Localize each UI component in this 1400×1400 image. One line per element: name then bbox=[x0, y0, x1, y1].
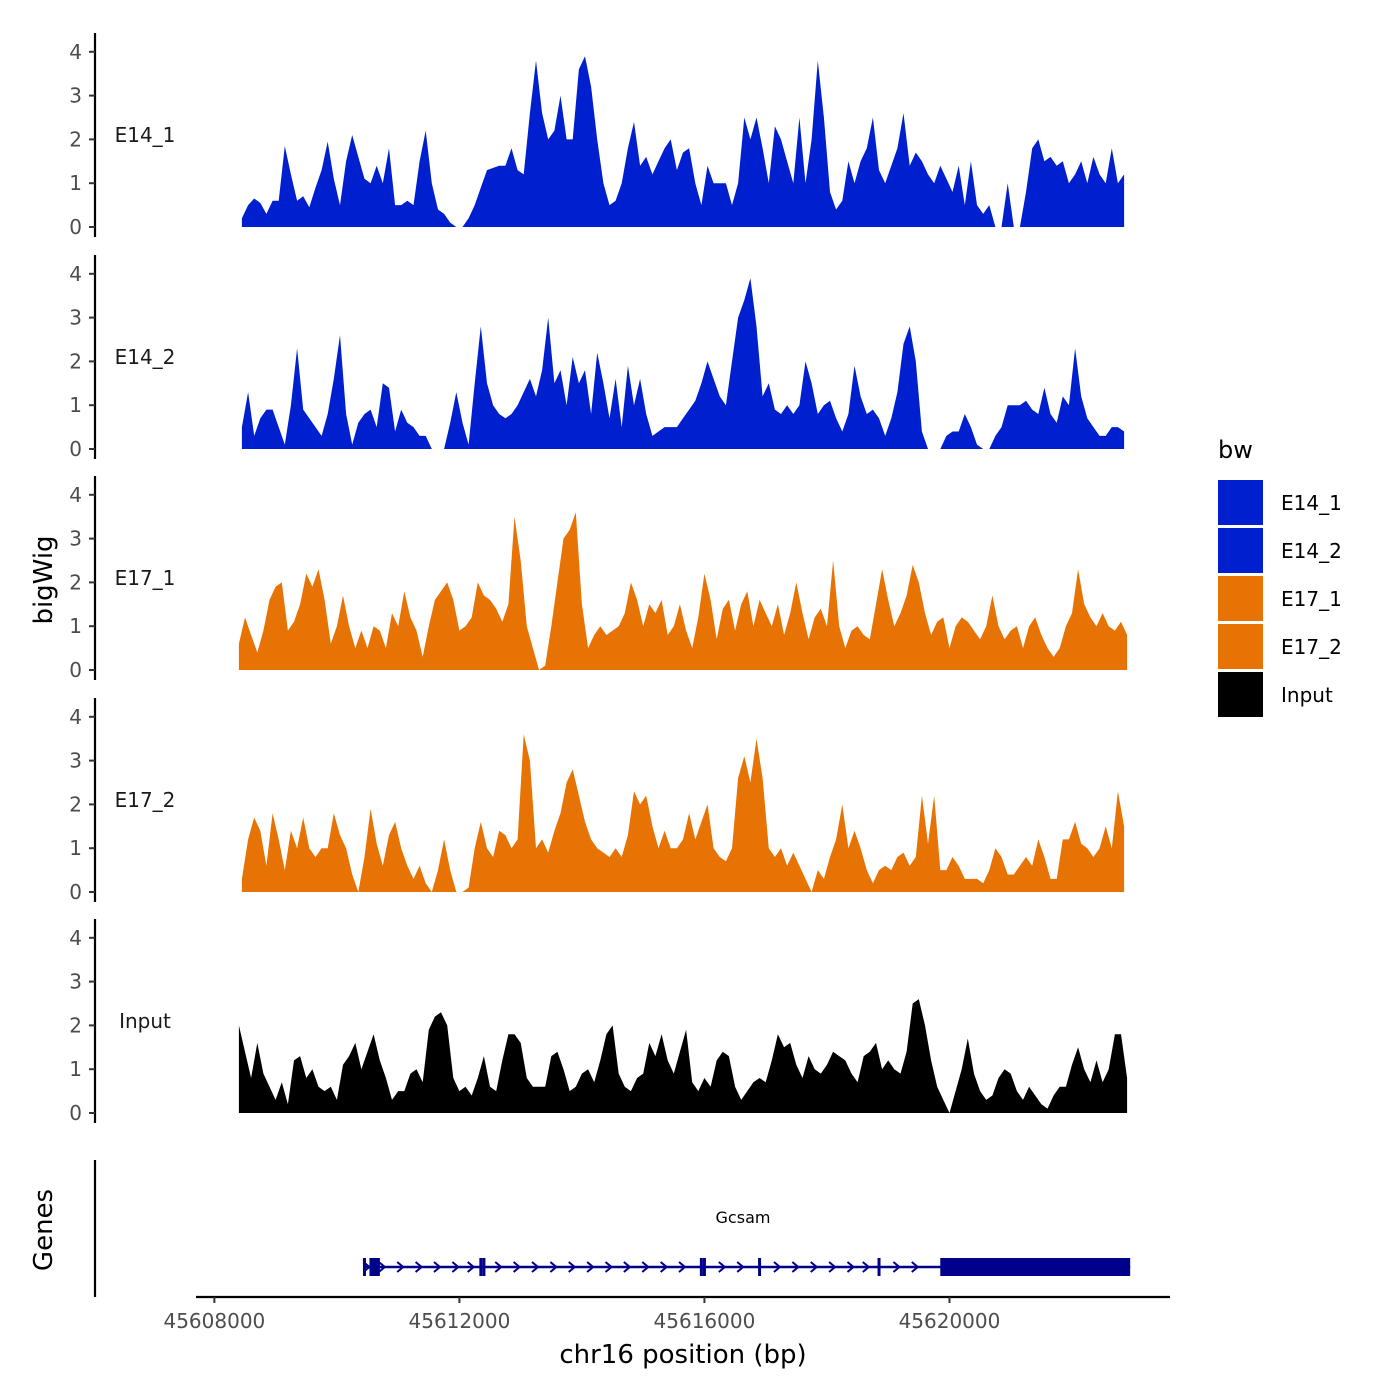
y-tick-label: 1 bbox=[69, 614, 82, 638]
y-axis-title: bigWig bbox=[29, 535, 59, 624]
signal-area-E17_2 bbox=[241, 734, 1125, 892]
y-tick-label: 4 bbox=[69, 483, 82, 507]
legend-label: E17_1 bbox=[1281, 587, 1342, 611]
gene-name-label: Gcsam bbox=[716, 1208, 771, 1227]
y-tick-label: 1 bbox=[69, 393, 82, 417]
y-tick-label: 3 bbox=[69, 306, 82, 330]
legend-swatch-Input bbox=[1218, 672, 1263, 717]
strand-arrow bbox=[549, 1261, 558, 1273]
strand-arrow bbox=[568, 1261, 577, 1273]
signal-area-E14_2 bbox=[241, 278, 1125, 449]
y-tick-label: 0 bbox=[69, 215, 82, 239]
track-label: E17_1 bbox=[115, 566, 176, 590]
strand-arrow bbox=[892, 1261, 901, 1273]
signal-tracks: 0 1 2 3 4 E14_1 0 1 2 3 4 E14_2 0 1 2 3 4 E17_1 0 1 2 3 4 E17_2… bbox=[69, 33, 1128, 1125]
track-label: E17_2 bbox=[115, 788, 176, 812]
strand-arrow bbox=[773, 1261, 782, 1273]
y-tick-label: 4 bbox=[69, 40, 82, 64]
signal-area-E14_1 bbox=[241, 56, 1125, 228]
strand-arrow bbox=[433, 1261, 442, 1273]
strand-arrow bbox=[586, 1261, 595, 1273]
x-tick-label: 45620000 bbox=[899, 1309, 1001, 1333]
genes-panel-title: Genes bbox=[29, 1189, 59, 1271]
strand-arrow bbox=[396, 1261, 405, 1273]
strand-arrow bbox=[451, 1261, 460, 1273]
y-tick-label: 0 bbox=[69, 1101, 82, 1125]
track-label: E14_1 bbox=[115, 123, 176, 147]
strand-arrow bbox=[641, 1261, 650, 1273]
x-tick-label: 45612000 bbox=[409, 1309, 511, 1333]
y-tick-label: 3 bbox=[69, 84, 82, 108]
legend: bw E14_1 E14_2 E17_1 E17_2 Input bbox=[1218, 436, 1342, 717]
track-label: Input bbox=[119, 1009, 171, 1033]
legend-swatch-E14_1 bbox=[1218, 480, 1263, 525]
track-E14_1: 0 1 2 3 4 E14_1 bbox=[69, 33, 1125, 239]
strand-arrow bbox=[623, 1261, 632, 1273]
strand-arrow bbox=[791, 1261, 800, 1273]
strand-arrow bbox=[414, 1261, 424, 1273]
strand-arrow bbox=[810, 1261, 819, 1273]
y-tick-label: 3 bbox=[69, 970, 82, 994]
strand-arrow bbox=[828, 1261, 837, 1273]
y-tick-label: 0 bbox=[69, 880, 82, 904]
signal-area-Input bbox=[238, 999, 1128, 1113]
legend-title: bw bbox=[1218, 436, 1253, 464]
legend-label: E14_2 bbox=[1281, 539, 1342, 563]
gene-first-exon bbox=[369, 1258, 380, 1276]
y-tick-label: 2 bbox=[69, 127, 82, 151]
y-tick-label: 2 bbox=[69, 570, 82, 594]
strand-arrow bbox=[846, 1261, 856, 1273]
y-tick-label: 4 bbox=[69, 705, 82, 729]
strand-arrow bbox=[467, 1261, 476, 1273]
y-tick-label: 2 bbox=[69, 792, 82, 816]
strand-arrow bbox=[494, 1261, 503, 1273]
y-tick-label: 3 bbox=[69, 749, 82, 773]
y-tick-label: 1 bbox=[69, 171, 82, 195]
legend-label: Input bbox=[1281, 683, 1333, 707]
legend-swatch-E17_1 bbox=[1218, 576, 1263, 621]
y-tick-label: 4 bbox=[69, 926, 82, 950]
legend-swatch-E14_2 bbox=[1218, 528, 1263, 573]
strand-arrow bbox=[659, 1261, 669, 1273]
y-tick-label: 4 bbox=[69, 262, 82, 286]
y-tick-label: 1 bbox=[69, 1057, 82, 1081]
strand-arrow bbox=[862, 1261, 871, 1273]
y-tick-label: 0 bbox=[69, 437, 82, 461]
legend-label: E14_1 bbox=[1281, 491, 1342, 515]
legend-swatch-E17_2 bbox=[1218, 624, 1263, 669]
strand-arrow bbox=[378, 1261, 387, 1273]
track-Input: 0 1 2 3 4 Input bbox=[69, 919, 1128, 1125]
legend-label: E17_2 bbox=[1281, 635, 1342, 659]
y-tick-label: 3 bbox=[69, 527, 82, 551]
y-tick-label: 2 bbox=[69, 349, 82, 373]
strand-arrow bbox=[512, 1261, 522, 1273]
y-tick-label: 2 bbox=[69, 1013, 82, 1037]
strand-arrow bbox=[678, 1261, 687, 1273]
track-label: E14_2 bbox=[115, 345, 176, 369]
track-E14_2: 0 1 2 3 4 E14_2 bbox=[69, 255, 1125, 461]
strand-arrow bbox=[718, 1261, 727, 1273]
track-E17_1: 0 1 2 3 4 E17_1 bbox=[69, 476, 1128, 682]
strand-arrow bbox=[911, 1261, 920, 1273]
track-E17_2: 0 1 2 3 4 E17_2 bbox=[69, 698, 1125, 904]
y-tick-label: 0 bbox=[69, 658, 82, 682]
x-tick-label: 45616000 bbox=[654, 1309, 756, 1333]
strand-arrow bbox=[604, 1261, 614, 1273]
strand-arrow bbox=[531, 1261, 540, 1273]
x-tick-label: 45608000 bbox=[163, 1309, 265, 1333]
strand-arrow bbox=[736, 1261, 745, 1273]
x-axis: 45608000 45612000 45616000 45620000 bbox=[163, 1295, 1170, 1333]
gene-last-exon bbox=[940, 1258, 1131, 1276]
x-axis-title: chr16 position (bp) bbox=[559, 1340, 806, 1370]
genes-panel: Gcsam bbox=[93, 1160, 1131, 1297]
signal-area-E17_1 bbox=[238, 512, 1128, 670]
y-tick-label: 1 bbox=[69, 836, 82, 860]
